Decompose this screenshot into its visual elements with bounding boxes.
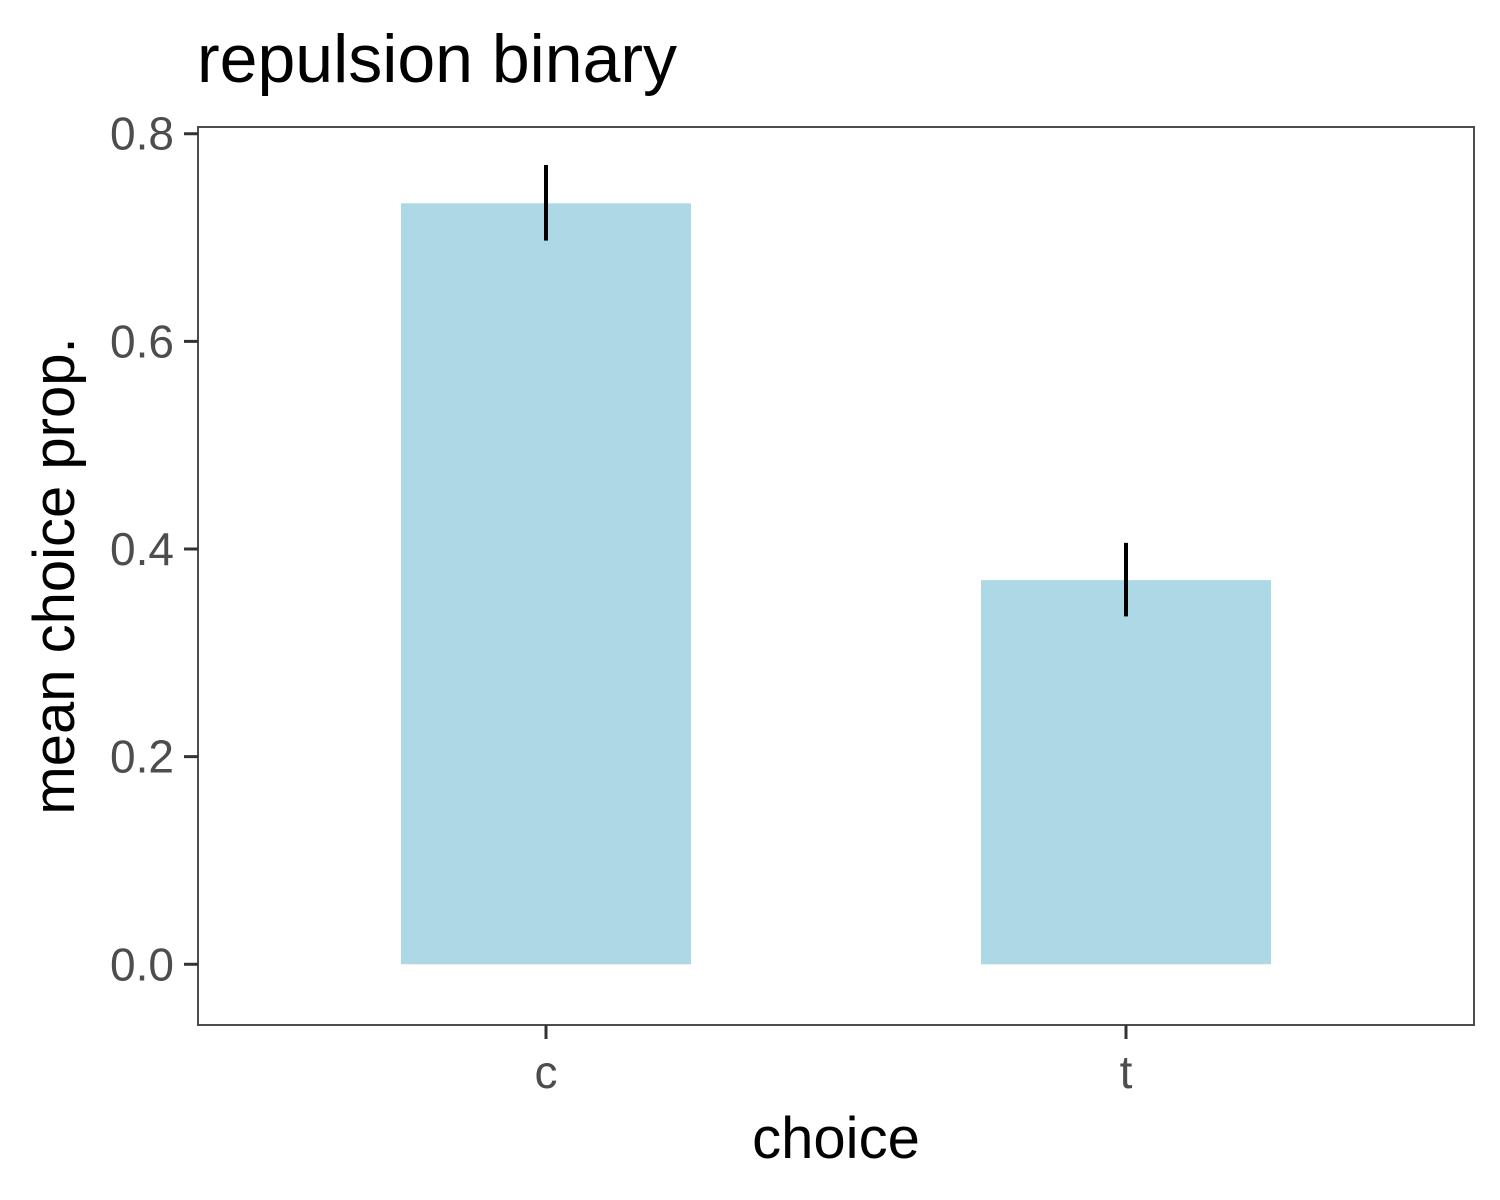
y-axis-title: mean choice prop.: [22, 337, 87, 814]
y-tick-label-0.6: 0.6: [110, 315, 174, 367]
y-tick-label-0.0: 0.0: [110, 938, 174, 990]
x-axis-title: choice: [752, 1106, 920, 1171]
y-tick-label-0.8: 0.8: [110, 108, 174, 160]
chart-title: repulsion binary: [197, 21, 677, 97]
x-tick-label-c: c: [535, 1046, 558, 1098]
bar-t: [981, 580, 1271, 965]
panel-border: [197, 126, 1475, 1026]
errorbars-layer: [544, 164, 1128, 617]
y-tick-label-0.4: 0.4: [110, 523, 174, 575]
y-tick-label-0.2: 0.2: [110, 731, 174, 783]
x-tick-label-t: t: [1120, 1046, 1133, 1098]
bar-c: [401, 203, 691, 965]
bars-layer: [401, 203, 1271, 965]
y-axis: 0.0 0.2 0.4 0.6 0.8: [110, 108, 198, 990]
